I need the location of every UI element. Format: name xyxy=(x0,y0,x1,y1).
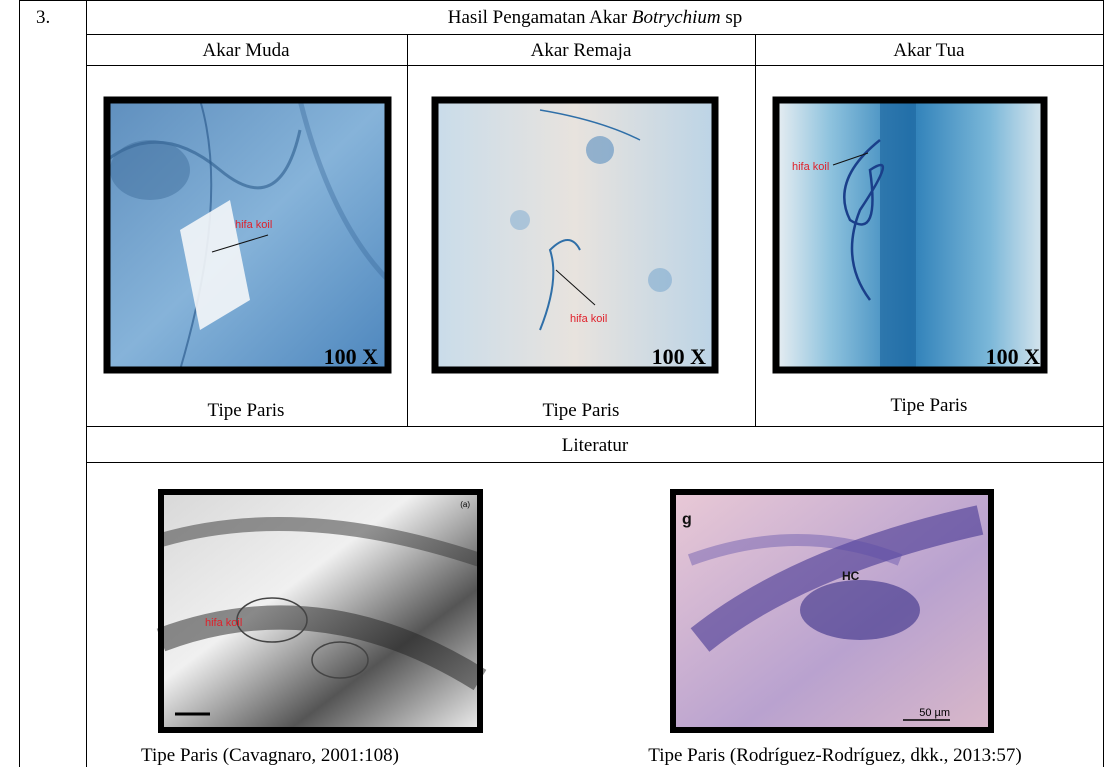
column-header: Akar Muda xyxy=(202,40,290,61)
micrograph: hifa koil 100 X xyxy=(431,96,719,374)
column-header: Akar Remaja xyxy=(531,40,632,61)
title-text: Hasil Pengamatan Akar xyxy=(448,7,632,28)
image-label: (a) xyxy=(460,500,470,509)
title: Hasil Pengamatan Akar Botrychium sp xyxy=(448,7,742,28)
scale-bar-label: 50 µm xyxy=(919,707,950,719)
image-caption: Tipe Paris xyxy=(891,395,968,416)
magnification: 100 X xyxy=(986,344,1041,369)
section-heading: Literatur xyxy=(562,435,629,456)
magnification: 100 X xyxy=(652,344,707,369)
image-caption: Tipe Paris xyxy=(208,400,285,421)
image-label: HC xyxy=(842,569,860,583)
literature-image: hifa koil (a) xyxy=(156,489,487,733)
literature-caption: Tipe Paris (Rodríguez-Rodríguez, dkk., 2… xyxy=(648,745,1021,766)
image-label: g xyxy=(682,511,692,528)
column-header: Akar Tua xyxy=(893,40,965,61)
magnification: 100 X xyxy=(324,344,379,369)
image-annotation: hifa koil xyxy=(205,617,242,629)
literature-image: g HC 50 µm xyxy=(670,489,994,733)
image-annotation: hifa koil xyxy=(235,219,272,231)
row-number: 3. xyxy=(36,7,50,28)
micrograph: hifa koil 100 X xyxy=(772,96,1048,374)
micrograph: hifa koil 100 X xyxy=(103,96,392,374)
title-italic: Botrychium xyxy=(632,7,721,28)
title-suffix: sp xyxy=(721,7,743,28)
image-annotation: hifa koil xyxy=(570,313,607,325)
image-caption: Tipe Paris xyxy=(543,400,620,421)
image-annotation: hifa koil xyxy=(792,161,829,173)
literature-caption: Tipe Paris (Cavagnaro, 2001:108) xyxy=(141,745,399,766)
